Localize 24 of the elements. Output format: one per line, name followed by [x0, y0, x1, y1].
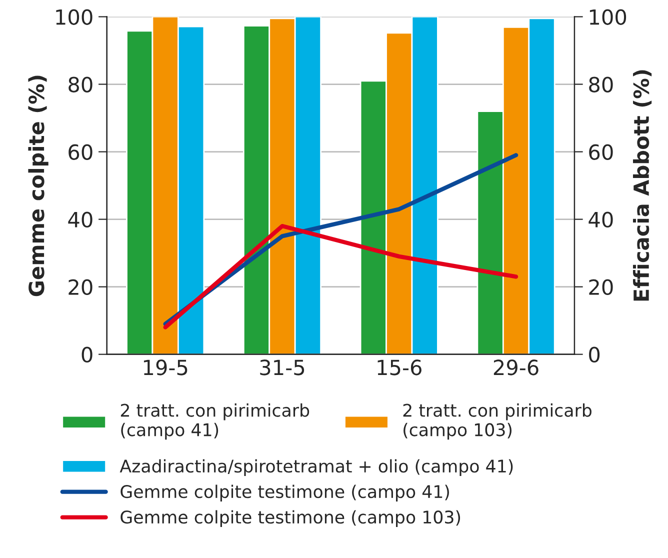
x-tick-label: 19-5	[144, 360, 188, 376]
y-tick-label: 0	[82, 346, 92, 363]
y-tick-label: 80	[68, 76, 92, 92]
legend-label: Gemme colpite testimone (campo 41)	[120, 484, 449, 502]
y2-tick-label: 20	[589, 279, 613, 296]
x-tick-label: 31-5	[260, 360, 304, 376]
y-tick-label: 100	[56, 9, 92, 25]
y-tick-label: 40	[68, 212, 92, 228]
y2-tick-label: 0	[589, 346, 600, 363]
y2-tick-label: 60	[589, 144, 613, 160]
x-tick-label: 29-6	[494, 360, 538, 376]
x-tick-label: 15-6	[378, 360, 422, 376]
legend-label: 2 tratt. con pirimicarb (campo 103)	[403, 403, 592, 440]
y-tick-label: 20	[68, 279, 92, 296]
y2-tick-label: 80	[589, 76, 613, 92]
y-tick-label: 60	[68, 144, 92, 160]
y2-tick-label: 100	[590, 9, 626, 25]
legend-label: Gemme colpite testimone (campo 103)	[120, 510, 460, 528]
legend-label: 2 tratt. con pirimicarb (campo 41)	[120, 403, 310, 440]
line-series	[163, 224, 518, 330]
y2-tick-label: 40	[588, 212, 613, 228]
y-axis-title: Gemme colpite (%)	[28, 76, 48, 296]
y2-axis-title: Efficacia Abbott (%)	[632, 70, 652, 301]
legend-label: Azadiractina/spirotetramat + olio (campo 41)	[120, 459, 513, 476]
